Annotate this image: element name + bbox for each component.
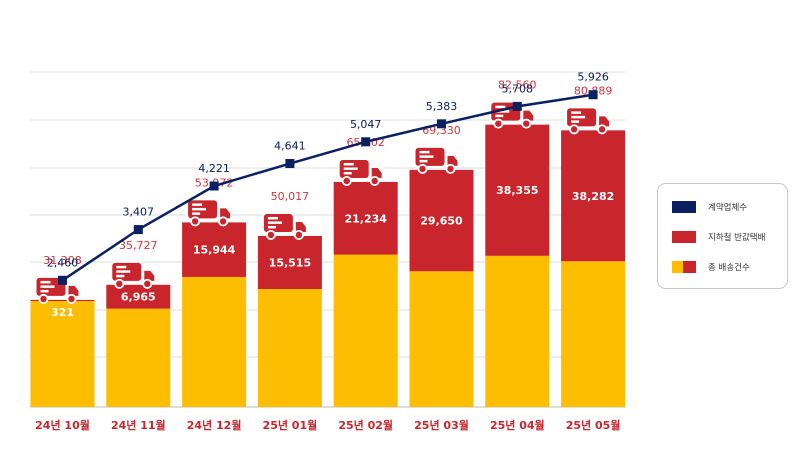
delivery-truck-icon <box>186 198 233 227</box>
total-value-label: 35,727 <box>119 239 158 252</box>
x-tick-label: 25년 01월 <box>263 418 318 432</box>
line-value-label: 3,407 <box>123 206 155 219</box>
line-value-label: 5,708 <box>502 82 534 95</box>
bar-total-6 <box>485 255 550 407</box>
legend-swatch-line <box>672 201 696 213</box>
delivery-truck-icon <box>110 260 157 289</box>
half-price-value-label: 15,515 <box>269 256 311 269</box>
legend-swatch-red <box>672 231 696 243</box>
half-price-value-label: 38,355 <box>496 184 538 197</box>
line-point-3 <box>285 159 295 169</box>
line-value-label: 4,641 <box>274 140 306 153</box>
line-point-4 <box>361 137 371 147</box>
total-value-label: 82,560 <box>498 79 537 92</box>
bar-half-price-7 <box>561 130 626 262</box>
line-value-label: 5,047 <box>350 118 382 131</box>
bar-half-price-2 <box>182 222 247 277</box>
bar-half-price-5 <box>409 169 474 272</box>
x-tick-label: 24년 11월 <box>111 418 166 432</box>
bar-half-price-1 <box>106 284 171 309</box>
x-tick-label: 24년 10월 <box>35 418 90 432</box>
total-value-label: 50,017 <box>271 190 310 203</box>
bar-total-2 <box>182 276 247 407</box>
line-point-7 <box>588 90 598 100</box>
total-value-label: 31,308 <box>43 254 82 267</box>
bar-half-price-6 <box>485 124 550 256</box>
legend-swatch-mixed <box>672 261 696 273</box>
bar-total-0 <box>30 301 95 407</box>
half-price-value-label: 38,282 <box>572 190 614 203</box>
x-tick-label: 25년 02월 <box>338 418 393 432</box>
bar-total-4 <box>333 254 398 407</box>
bar-total-5 <box>409 271 474 407</box>
legend-label-total: 총 배송건수 <box>708 263 750 273</box>
x-tick-label: 25년 03월 <box>414 418 469 432</box>
bar-total-1 <box>106 308 171 407</box>
line-value-label: 5,926 <box>577 71 609 84</box>
half-price-value-label: 21,234 <box>344 212 387 225</box>
line-value-label: 2,460 <box>47 256 79 269</box>
half-price-value-label: 29,650 <box>420 215 463 228</box>
delivery-truck-icon <box>489 100 536 129</box>
delivery-truck-icon <box>261 211 308 240</box>
legend-item-total: 총 배송건수 <box>672 260 750 274</box>
delivery-truck-icon <box>34 275 81 304</box>
line-point-0 <box>58 275 67 285</box>
bar-half-price-0 <box>30 299 95 302</box>
line-point-6 <box>512 101 522 111</box>
legend-item-contract: 계약업체수 <box>672 200 747 214</box>
delivery-truck-icon <box>413 145 460 174</box>
legend-item-half-price: 지하철 반값택배 <box>672 230 765 244</box>
bar-total-7 <box>561 261 626 407</box>
contract-count-line <box>61 93 594 282</box>
delivery-truck-icon <box>337 157 384 186</box>
line-value-label: 5,383 <box>426 100 458 113</box>
half-price-value-label: 15,944 <box>193 244 236 257</box>
line-point-2 <box>209 181 219 191</box>
line-point-5 <box>437 119 446 129</box>
half-price-value-label: 321 <box>51 306 74 319</box>
x-tick-label: 25년 05월 <box>566 418 621 432</box>
line-value-label: 4,221 <box>198 162 230 175</box>
bar-half-price-4 <box>333 181 398 255</box>
legend: 계약업체수 지하철 반값택배 총 배송건수 <box>657 183 788 289</box>
delivery-truck-icon <box>565 106 612 135</box>
half-price-value-label: 6,965 <box>121 291 156 304</box>
x-tick-label: 25년 04월 <box>490 418 545 432</box>
legend-label-red: 지하철 반값택배 <box>708 233 766 243</box>
line-point-1 <box>133 225 143 235</box>
legend-label-line: 계약업체수 <box>708 203 748 213</box>
bar-total-3 <box>257 289 322 407</box>
bar-half-price-3 <box>257 235 322 290</box>
x-tick-label: 24년 12월 <box>187 418 242 432</box>
